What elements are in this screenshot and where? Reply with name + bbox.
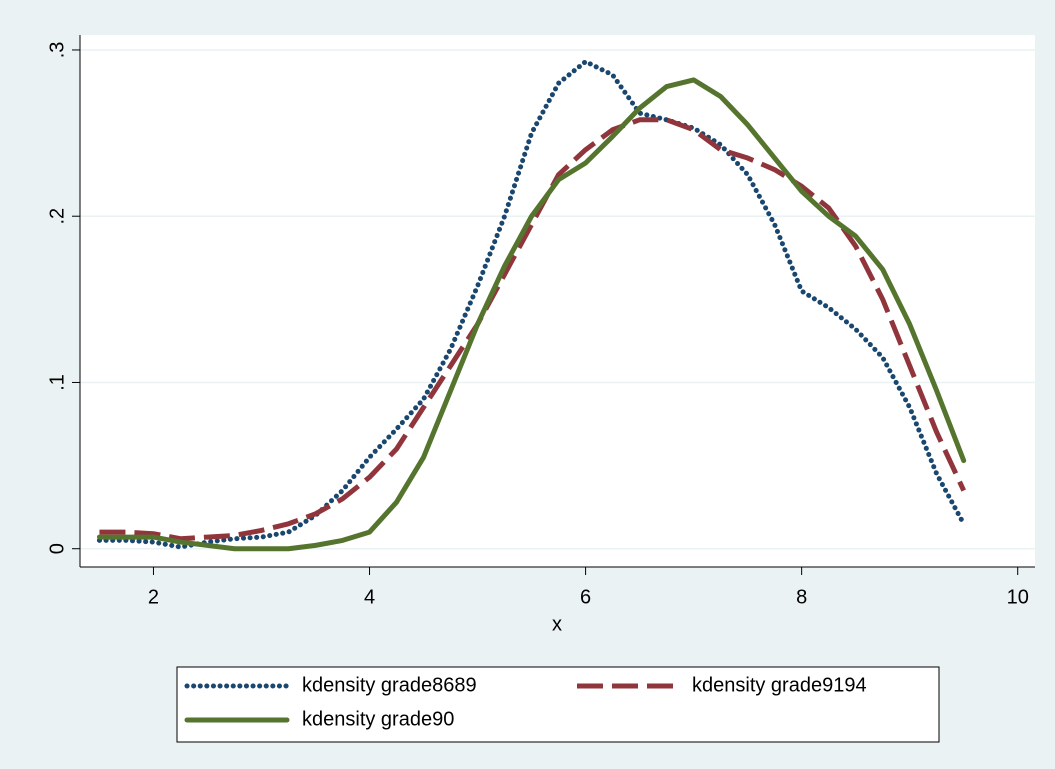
plot-area [80,35,1035,567]
x-tick-label: 4 [364,586,375,608]
legend-label: kdensity grade9194 [692,674,867,696]
series-line [96,59,967,550]
x-tick-label: 10 [1007,586,1029,608]
legend-label: kdensity grade8689 [302,674,477,696]
x-tick-label: 8 [796,586,807,608]
x-tick-label: 2 [148,586,159,608]
legend-label: kdensity grade90 [302,708,454,730]
x-tick-label: 6 [580,586,591,608]
legend-box [176,666,940,743]
x-axis-label: x [552,613,562,635]
y-tick-label: .3 [46,42,68,59]
y-tick-label: .2 [46,208,68,225]
y-tick-label: 0 [46,543,68,554]
y-tick-label: .1 [46,374,68,391]
series-line [96,77,967,552]
series-line [99,117,966,542]
